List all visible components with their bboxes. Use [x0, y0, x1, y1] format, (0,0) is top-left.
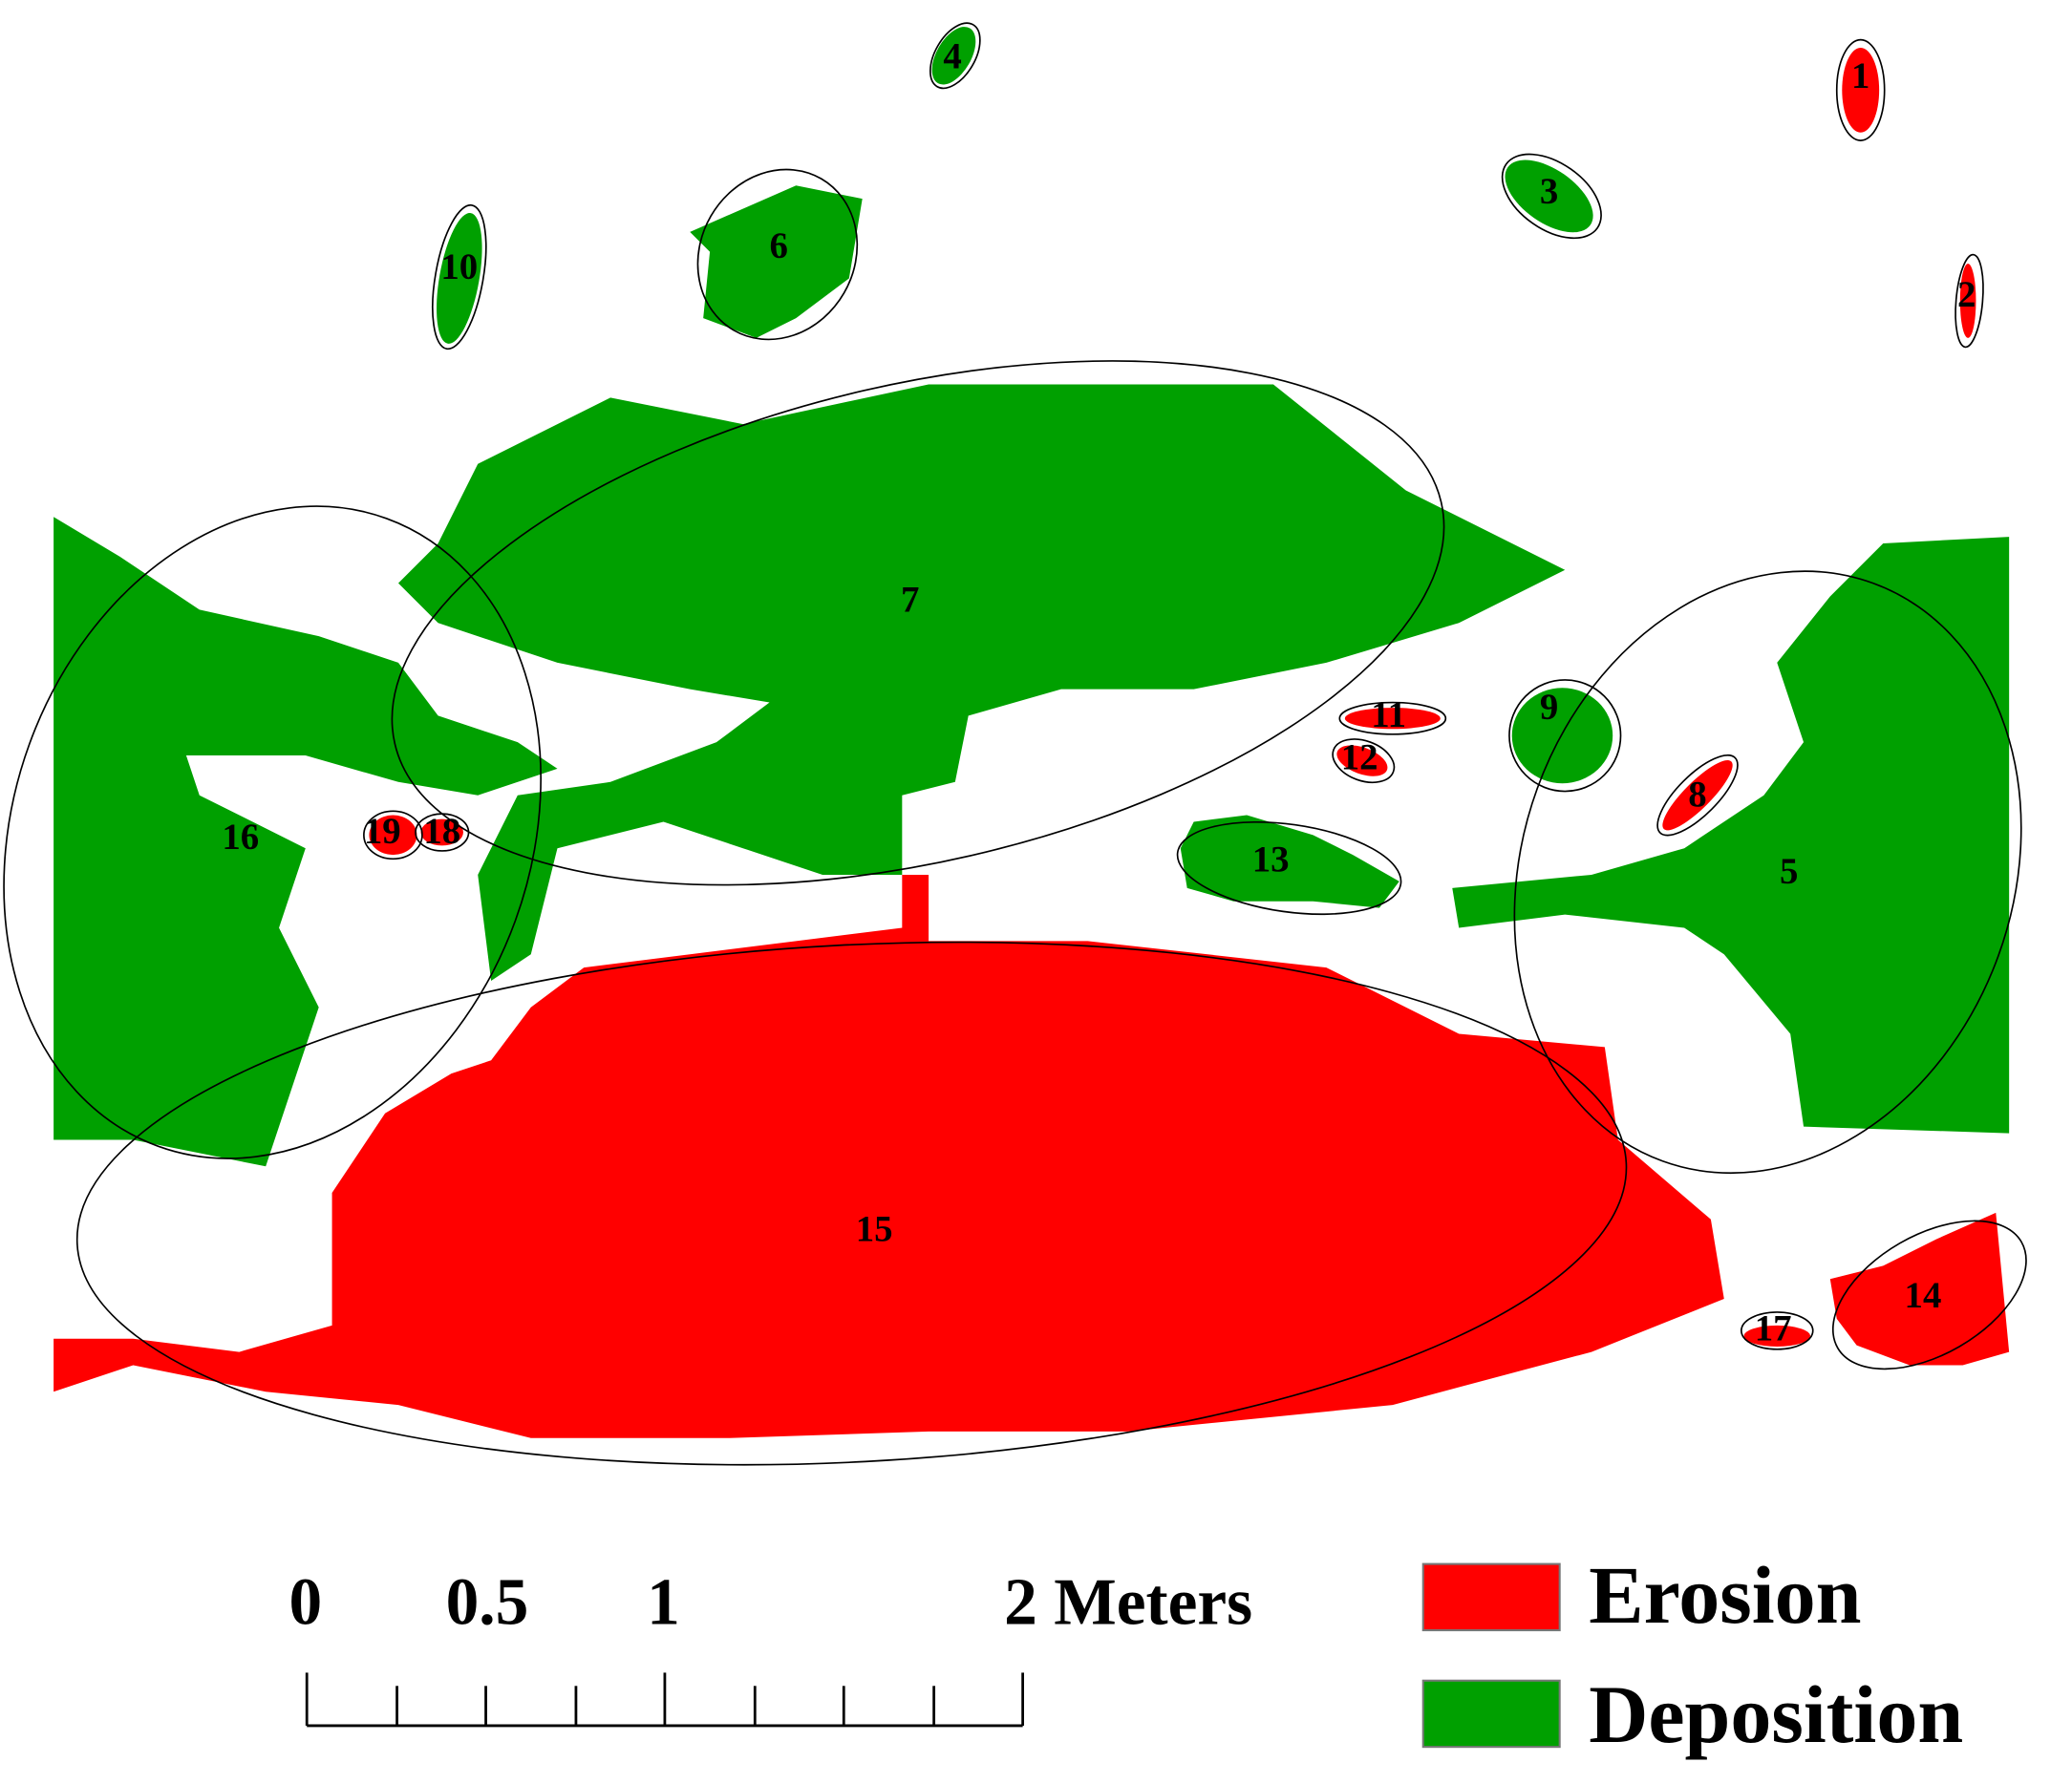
region-label: 17: [1755, 1308, 1792, 1349]
region-label: 2: [1957, 274, 1976, 315]
deposition-patch: [1452, 537, 2010, 1134]
deposition-patch: [1180, 815, 1399, 908]
erosion-areas: [53, 47, 2010, 1438]
erosion-patch: [1743, 1325, 1810, 1348]
region-outline: [1831, 1220, 2027, 1370]
legend: Erosion Deposition: [1421, 1549, 1963, 1760]
region-label: 1: [1851, 55, 1869, 96]
region-label: 12: [1341, 737, 1378, 778]
region-label: 3: [1540, 171, 1558, 212]
region-outline: [3, 505, 542, 1159]
legend-label: Deposition: [1589, 1668, 1963, 1760]
region-label: 8: [1688, 774, 1706, 815]
region-outline: [1176, 820, 1402, 916]
deposition-patch: [1511, 688, 1613, 784]
scale-label: 2 Meters: [1004, 1566, 1252, 1640]
region-outline: [432, 203, 487, 350]
deposition-areas: [53, 27, 2010, 1167]
region-outline: [929, 22, 981, 90]
scale-bar: 0 0.5 1 2 Meters: [288, 1566, 1252, 1728]
deposition-patch: [437, 213, 482, 344]
region-outlines: [3, 22, 2027, 1466]
deposition-patch: [690, 185, 863, 338]
erosion-patch: [1344, 708, 1441, 730]
erosion-patch: [1662, 760, 1733, 831]
deposition-patch: [1505, 159, 1593, 233]
region-label: 14: [1905, 1275, 1942, 1316]
scale-label: 0.5: [446, 1566, 529, 1640]
region-outline: [1338, 701, 1447, 735]
region-label: 9: [1540, 687, 1558, 728]
erosion-patch: [53, 874, 1724, 1438]
region-label: 18: [423, 811, 460, 852]
erosion-patch: [1336, 745, 1388, 776]
region-outline: [363, 810, 423, 860]
region-label: 16: [222, 817, 259, 858]
erosion-patch: [1959, 264, 1976, 338]
region-labels: 1 2 3 4 5 6 7 8 9 10 11 12 13 14 15 16 1…: [222, 35, 1976, 1349]
erosion-patch: [420, 818, 463, 846]
region-outline: [696, 168, 859, 341]
erosion-patch: [1842, 47, 1880, 133]
erosion-patch: [369, 815, 417, 856]
region-outline: [1835, 38, 1886, 141]
deposition-patch: [397, 384, 1566, 981]
region-label: 7: [901, 579, 919, 620]
region-label: 11: [1371, 694, 1406, 735]
deposition-patch: [53, 517, 558, 1167]
region-label: 19: [364, 811, 401, 852]
region-outline: [415, 813, 470, 852]
region-outline: [1508, 679, 1622, 793]
region-outline: [75, 941, 1628, 1466]
scale-label: 1: [647, 1566, 680, 1640]
deposition-patch: [931, 27, 976, 85]
region-label: 15: [856, 1209, 893, 1250]
region-outline: [1656, 754, 1739, 837]
region-outline: [391, 360, 1445, 886]
region-label: 5: [1780, 851, 1798, 892]
legend-swatch: [1421, 1562, 1561, 1632]
region-label: 13: [1252, 839, 1290, 880]
legend-label: Erosion: [1589, 1549, 1861, 1641]
region-outline: [1513, 570, 2022, 1175]
erosion-patch: [1829, 1212, 2010, 1366]
region-outline: [1740, 1311, 1814, 1350]
legend-swatch: [1421, 1679, 1561, 1749]
region-outline: [1955, 253, 1984, 349]
region-label: 6: [770, 225, 788, 266]
region-label: 4: [943, 35, 961, 76]
scale-label: 0: [288, 1566, 322, 1640]
region-label: 10: [440, 246, 478, 287]
region-outline: [1501, 153, 1602, 240]
region-outline: [1332, 738, 1396, 784]
scale-ruler: [305, 1672, 1025, 1728]
